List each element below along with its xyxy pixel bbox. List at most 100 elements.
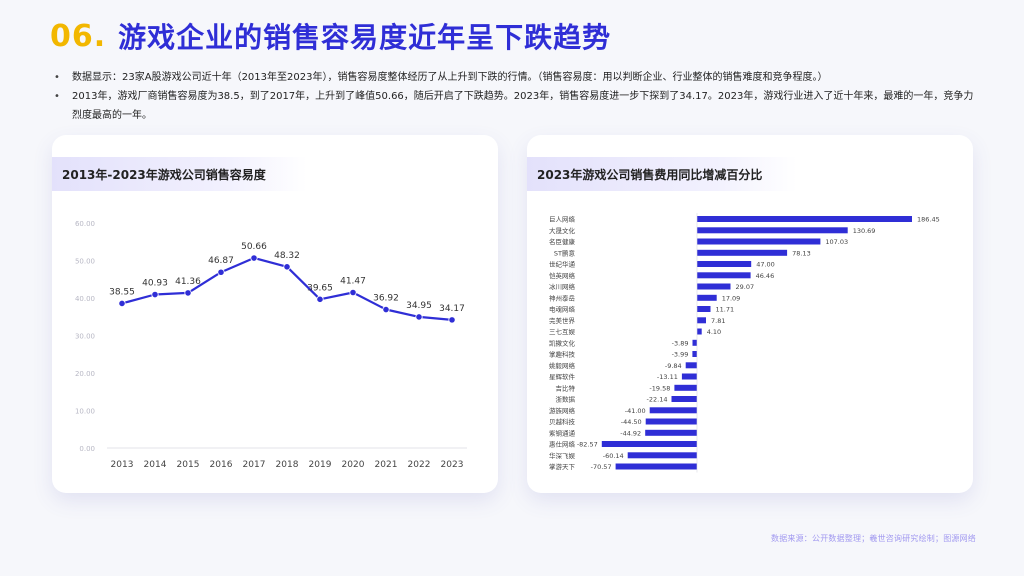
category-label: 冰川网络 bbox=[549, 282, 576, 291]
category-label: 名臣健康 bbox=[549, 237, 576, 246]
bar bbox=[697, 249, 788, 256]
title-text: 游戏企业的销售容易度近年呈下跌趋势 bbox=[118, 21, 612, 54]
data-label: 34.95 bbox=[406, 301, 432, 311]
category-label: 贝越科技 bbox=[549, 417, 576, 426]
data-label: -60.14 bbox=[603, 452, 624, 460]
data-label: 78.13 bbox=[792, 249, 811, 257]
bar bbox=[615, 463, 697, 470]
category-label: 掌趣科技 bbox=[549, 350, 576, 359]
category-label: 紫钢通通 bbox=[549, 428, 576, 437]
data-label: 36.92 bbox=[373, 294, 399, 304]
data-label: -44.92 bbox=[620, 429, 641, 437]
data-label: -9.84 bbox=[665, 362, 682, 370]
category-label: 电魂网络 bbox=[549, 305, 576, 314]
bar-chart-header: 2023年游戏公司销售费用同比增减百分比 bbox=[527, 157, 797, 191]
y-tick-label: 40.00 bbox=[75, 295, 95, 303]
summary-bullets: • 数据显示：23家A股游戏公司近十年（2013年至2023年），销售容易度整体… bbox=[52, 68, 982, 125]
data-label: -82.57 bbox=[577, 441, 598, 449]
bar bbox=[697, 216, 912, 222]
bar bbox=[697, 328, 702, 335]
bar-chart-svg: 巨人网络 186.45 大晟文化 130.69 名臣健康 107.03 ST鹏意 78.13 世… bbox=[549, 213, 940, 473]
category-label: 掌游天下 bbox=[549, 462, 576, 471]
data-label: 47.00 bbox=[756, 261, 775, 269]
x-tick-label: 2023 bbox=[441, 460, 464, 470]
data-point bbox=[184, 289, 192, 297]
category-label: 神州泰岳 bbox=[549, 293, 576, 302]
data-point bbox=[151, 290, 159, 299]
x-tick-label: 2017 bbox=[243, 460, 266, 470]
data-label: 50.66 bbox=[241, 242, 267, 252]
bar bbox=[645, 418, 697, 425]
data-label: 34.17 bbox=[439, 304, 465, 314]
x-tick-label: 2020 bbox=[342, 460, 365, 470]
bar bbox=[645, 429, 697, 436]
y-tick-label: 0.00 bbox=[79, 445, 95, 453]
x-tick-label: 2021 bbox=[375, 460, 398, 470]
category-label: 星辉软件 bbox=[549, 372, 576, 381]
data-label: 186.45 bbox=[917, 216, 940, 224]
bullet-text: 数据显示：23家A股游戏公司近十年（2013年至2023年），销售容易度整体经历… bbox=[72, 72, 828, 83]
bar bbox=[681, 373, 697, 380]
category-label: 巨人网络 bbox=[549, 215, 576, 224]
data-label: -44.50 bbox=[621, 418, 642, 426]
y-tick-label: 60.00 bbox=[75, 220, 95, 228]
slide-title: 06. 游戏企业的销售容易度近年呈下跌趋势 bbox=[50, 12, 611, 60]
data-label: 41.47 bbox=[340, 276, 366, 286]
category-label: ST鹏意 bbox=[554, 248, 576, 257]
data-point bbox=[316, 295, 324, 303]
y-tick-label: 10.00 bbox=[75, 408, 95, 416]
bar bbox=[685, 362, 697, 369]
data-label: -22.14 bbox=[647, 396, 668, 404]
x-tick-label: 2019 bbox=[309, 460, 332, 470]
bar bbox=[627, 452, 697, 459]
data-point bbox=[382, 305, 390, 314]
data-label: -41.00 bbox=[625, 407, 646, 415]
category-label: 浙数据 bbox=[556, 395, 576, 404]
category-label: 三七互娱 bbox=[549, 327, 576, 336]
bar bbox=[697, 283, 731, 290]
bar bbox=[649, 407, 697, 414]
data-label: -3.89 bbox=[672, 339, 689, 347]
section-number: 06. bbox=[50, 18, 107, 54]
category-label: 大晟文化 bbox=[549, 226, 576, 235]
bar bbox=[671, 396, 697, 402]
line-chart-header: 2013年-2023年游戏公司销售容易度 bbox=[52, 157, 307, 191]
bar bbox=[697, 238, 821, 245]
x-tick-label: 2014 bbox=[144, 460, 167, 470]
data-label: 11.71 bbox=[716, 306, 735, 314]
data-label: 29.07 bbox=[736, 283, 755, 291]
bullet-item: • 2013年，游戏厂商销售容易度为38.5，到了2017年，上升到了峰值50.… bbox=[52, 87, 982, 125]
line-chart-card: 2013年-2023年游戏公司销售容易度 60.00 50.00 40.00 30.0… bbox=[52, 135, 498, 493]
data-label: 7.81 bbox=[711, 317, 725, 325]
category-label: 华深飞娱 bbox=[549, 451, 576, 460]
category-label: 惠仕网络 bbox=[549, 440, 576, 449]
bar bbox=[674, 384, 697, 391]
bar bbox=[697, 227, 848, 234]
data-label: -19.58 bbox=[649, 384, 670, 392]
bullet-item: • 数据显示：23家A股游戏公司近十年（2013年至2023年），销售容易度整体… bbox=[52, 68, 982, 87]
data-point bbox=[283, 263, 291, 271]
bar bbox=[697, 317, 706, 324]
data-label: 40.93 bbox=[142, 279, 168, 289]
bar-chart-card: 2023年游戏公司销售费用同比增减百分比 巨人网络 186.45 大晟文化 130.6… bbox=[527, 135, 973, 493]
data-label: 46.87 bbox=[208, 256, 234, 266]
data-point bbox=[415, 313, 423, 321]
category-label: 姚毅网络 bbox=[549, 361, 576, 370]
data-point bbox=[118, 299, 126, 308]
data-label: 4.10 bbox=[707, 328, 721, 336]
bar bbox=[697, 261, 752, 267]
x-tick-label: 2018 bbox=[276, 460, 299, 470]
x-tick-label: 2015 bbox=[177, 460, 200, 470]
bullet-text: 2013年，游戏厂商销售容易度为38.5，到了2017年，上升到了峰值50.66… bbox=[72, 91, 974, 121]
data-label: 41.36 bbox=[175, 277, 201, 287]
bar bbox=[697, 272, 751, 279]
data-point bbox=[349, 288, 357, 297]
data-label: 17.09 bbox=[722, 294, 741, 302]
data-label: -13.11 bbox=[657, 373, 678, 381]
category-label: 恺英网络 bbox=[549, 271, 576, 280]
category-label: 游族网络 bbox=[549, 406, 576, 415]
data-label: 130.69 bbox=[853, 227, 876, 235]
bar bbox=[697, 306, 711, 312]
data-point bbox=[448, 316, 456, 324]
